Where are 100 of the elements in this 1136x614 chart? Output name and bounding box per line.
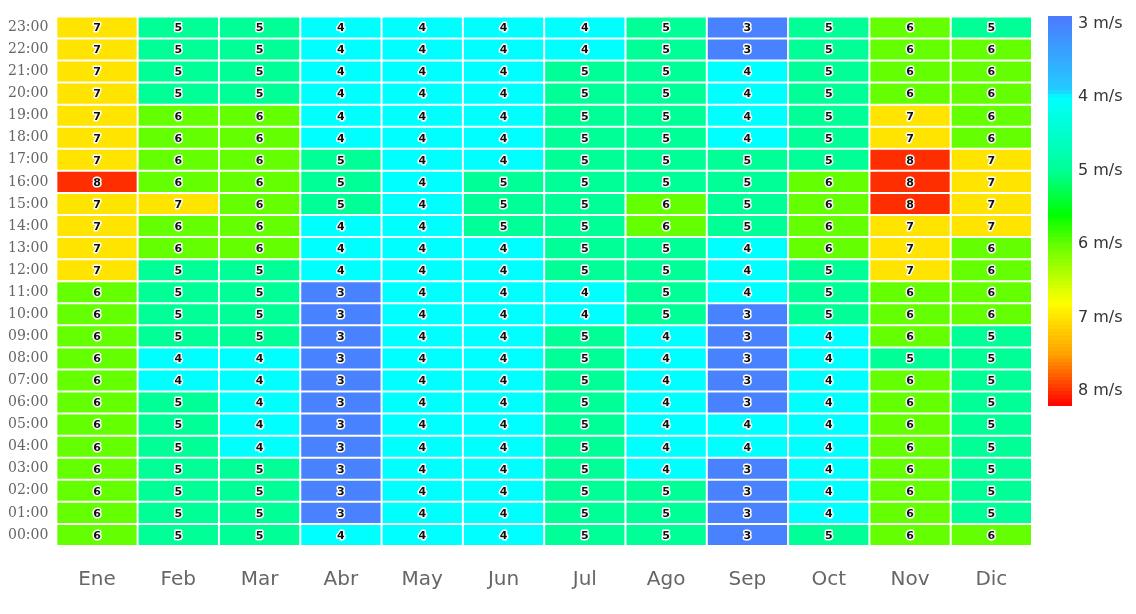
- data-label: 5: [581, 330, 589, 344]
- data-label: 5: [824, 109, 833, 123]
- data-label: 4: [743, 87, 752, 101]
- data-label: 4: [662, 418, 671, 432]
- data-label: 5: [581, 153, 589, 167]
- data-label: 4: [499, 418, 508, 432]
- data-label: 7: [93, 153, 101, 167]
- data-label: 4: [337, 264, 346, 278]
- y-tick-label: 17:00: [7, 150, 49, 167]
- data-label: 4: [418, 131, 427, 145]
- x-tick-label: Oct: [811, 566, 847, 591]
- data-label: 4: [499, 241, 508, 255]
- data-label: 5: [174, 330, 183, 344]
- data-label: 4: [824, 462, 833, 476]
- data-label: 4: [499, 131, 508, 145]
- data-label: 4: [418, 43, 427, 57]
- data-label: 3: [337, 418, 345, 432]
- data-label: 4: [499, 109, 508, 123]
- data-label: 6: [93, 286, 102, 300]
- data-label: 5: [255, 21, 264, 35]
- data-label: 3: [743, 506, 752, 520]
- data-label: 4: [824, 484, 833, 498]
- data-label: 5: [987, 506, 996, 520]
- data-label: 8: [93, 175, 101, 189]
- data-label: 5: [662, 87, 670, 101]
- data-label: 5: [906, 352, 914, 366]
- data-label: 3: [743, 352, 752, 366]
- data-label: 6: [824, 219, 833, 233]
- y-tick-label: 07:00: [7, 371, 49, 388]
- data-label: 6: [93, 330, 102, 344]
- data-label: 6: [987, 65, 996, 79]
- data-label: 5: [581, 484, 589, 498]
- x-tick-label: Feb: [160, 566, 197, 591]
- data-label: 7: [93, 65, 101, 79]
- y-tick-label: 13:00: [7, 238, 49, 255]
- data-label: 4: [418, 308, 427, 322]
- data-label: 4: [337, 131, 346, 145]
- data-label: 6: [824, 175, 833, 189]
- data-label: 3: [743, 484, 752, 498]
- data-label: 4: [743, 109, 752, 123]
- data-label: 4: [418, 175, 427, 189]
- data-label: 5: [662, 264, 670, 278]
- data-label: 3: [337, 484, 345, 498]
- data-label: 4: [743, 418, 752, 432]
- x-tick-label: Mar: [240, 566, 280, 591]
- data-label: 3: [743, 462, 752, 476]
- data-label: 4: [418, 528, 427, 542]
- data-label: 5: [581, 352, 589, 366]
- color-bar-label: 7 m/s: [1078, 306, 1123, 326]
- data-label: 4: [743, 65, 752, 79]
- data-label: 4: [499, 87, 508, 101]
- y-tick-label: 22:00: [7, 40, 49, 57]
- data-label: 5: [581, 528, 589, 542]
- data-label: 7: [987, 197, 996, 211]
- data-label: 4: [418, 440, 427, 454]
- data-label: 6: [987, 308, 996, 322]
- data-label: 4: [743, 131, 752, 145]
- data-label: 4: [824, 506, 833, 520]
- data-label: 6: [174, 153, 183, 167]
- data-label: 4: [418, 506, 427, 520]
- data-label: 6: [662, 197, 671, 211]
- data-label: 4: [499, 65, 508, 79]
- data-label: 4: [337, 241, 346, 255]
- data-label: 3: [743, 308, 752, 322]
- data-label: 5: [581, 87, 589, 101]
- data-label: 4: [499, 374, 508, 388]
- data-label: 6: [93, 462, 102, 476]
- data-label: 4: [418, 87, 427, 101]
- data-label: 3: [337, 440, 345, 454]
- data-label: 7: [906, 131, 914, 145]
- x-tick-label: Dic: [975, 566, 1008, 591]
- data-label: 4: [499, 21, 508, 35]
- data-label: 7: [93, 43, 101, 57]
- data-label: 4: [499, 264, 508, 278]
- data-label: 6: [93, 528, 102, 542]
- data-label: 4: [255, 352, 264, 366]
- y-tick-label: 19:00: [7, 106, 49, 123]
- data-label: 3: [337, 330, 345, 344]
- data-label: 5: [824, 264, 833, 278]
- data-label: 4: [499, 396, 508, 410]
- data-label: 4: [581, 21, 589, 35]
- data-label: 5: [255, 330, 264, 344]
- data-label: 4: [337, 87, 346, 101]
- data-label: 5: [337, 175, 345, 189]
- data-label: 6: [987, 286, 996, 300]
- data-label: 5: [824, 43, 833, 57]
- data-label: 4: [337, 528, 346, 542]
- data-label: 5: [581, 241, 589, 255]
- data-label: 5: [662, 241, 670, 255]
- data-label: 4: [499, 462, 508, 476]
- y-tick-label: 10:00: [7, 304, 49, 321]
- data-label: 3: [337, 374, 345, 388]
- data-label: 5: [499, 219, 508, 233]
- data-label: 4: [743, 440, 752, 454]
- data-label: 6: [987, 241, 996, 255]
- data-label: 7: [93, 109, 101, 123]
- data-label: 5: [255, 528, 264, 542]
- data-label: 7: [906, 241, 914, 255]
- data-label: 4: [255, 396, 264, 410]
- data-label: 6: [93, 484, 102, 498]
